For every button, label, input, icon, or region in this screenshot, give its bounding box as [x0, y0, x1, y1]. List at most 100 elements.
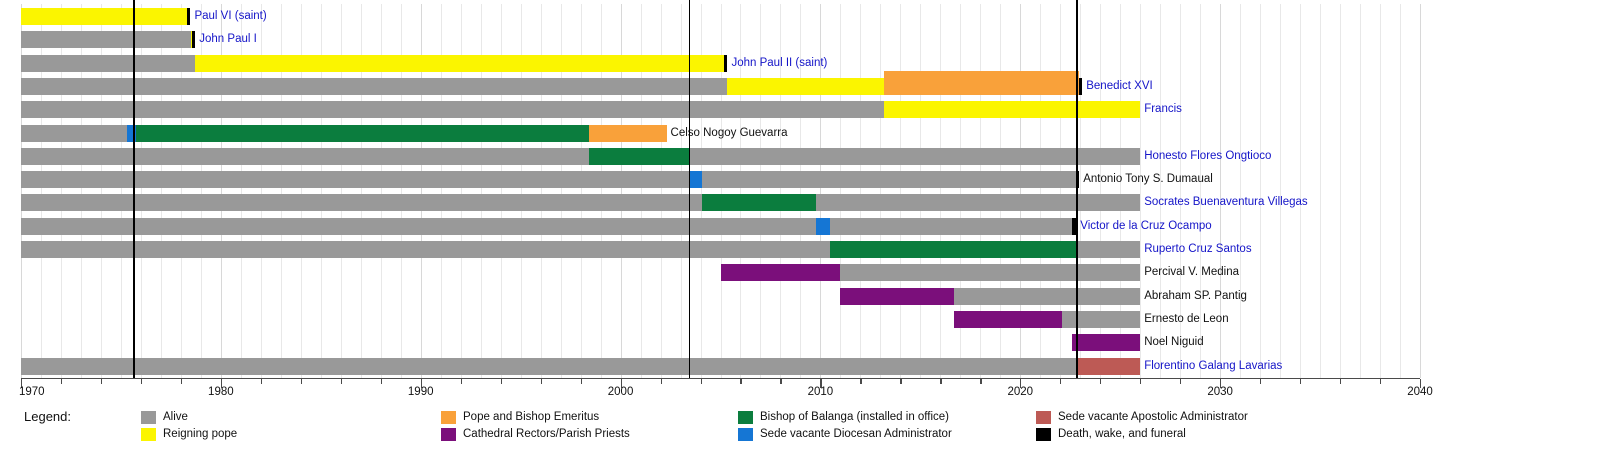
plot-area: Paul VI (saint) John Paul I John Paul II (… [21, 0, 1421, 378]
bar-segment-death-wake-funeral [187, 8, 191, 25]
gridline [40, 4, 42, 378]
axis-tick [540, 379, 542, 384]
bar-segment-alive [816, 194, 1141, 212]
bar-segment-alive [21, 241, 831, 258]
legend-label: Bishop of Balanga (installed in office) [760, 411, 950, 423]
legend-label: Reigning pope [163, 428, 238, 440]
gridline [300, 4, 302, 378]
gridline [1080, 4, 1082, 378]
row-label[interactable]: Honesto Flores Ongtioco [1144, 149, 1272, 162]
axis-tick-label: 1990 [407, 386, 434, 398]
gridline [580, 4, 582, 378]
bar-segment-death-wake-funeral [1072, 217, 1077, 235]
bar-segment-reigning-pope [190, 31, 193, 49]
row-label[interactable]: Socrates Buenaventura Villegas [1144, 196, 1308, 209]
reference-line [132, 0, 135, 378]
row-label[interactable]: John Paul I [199, 33, 257, 46]
axis-tick [1220, 379, 1222, 388]
legend-label: Cathedral Rectors/Parish Priests [463, 428, 630, 440]
bar-segment-alive [21, 101, 885, 119]
gridline [640, 4, 642, 378]
bar-segment-alive [1062, 310, 1141, 328]
axis-tick [140, 379, 143, 384]
gridline [1040, 4, 1042, 378]
row-label[interactable]: Paul VI (saint) [194, 10, 267, 22]
bar-segment-cathedral-rectors [954, 310, 1063, 328]
gridline [60, 4, 62, 378]
axis-tick-label: 2040 [1407, 386, 1433, 398]
gridline [440, 4, 442, 378]
gridline [520, 4, 522, 378]
gridline [660, 4, 662, 378]
axis-line [21, 378, 1420, 380]
bar-segment-bishop-of-balanga [701, 194, 817, 212]
bar-segment-alive [21, 217, 817, 235]
bar-segment-cathedral-rectors [720, 264, 841, 282]
bar-segment-sede-vacante-apostolic [1076, 357, 1141, 375]
gridline [1020, 4, 1022, 378]
axis-tick [620, 379, 622, 388]
axis-tick [380, 379, 382, 384]
row-label[interactable]: Florentino Galang Lavarias [1144, 359, 1283, 372]
gridline [80, 4, 82, 378]
gridline [1240, 4, 1242, 378]
axis-tick-label: 2000 [607, 386, 634, 398]
row-label[interactable]: Benedict XVI [1086, 79, 1153, 92]
bar-segment-alive [21, 357, 1077, 375]
bar-segment-pope-bishop-emeritus [884, 70, 1080, 95]
gridline [1060, 4, 1062, 378]
gridline [140, 4, 142, 378]
gridline [780, 4, 782, 378]
gridline [500, 4, 502, 378]
axis-tick [300, 379, 302, 384]
axis-tick [21, 379, 23, 388]
gridline [260, 4, 262, 378]
bar-segment-alive [21, 31, 191, 49]
legend-swatch-alive [141, 411, 156, 424]
bar-segment-alive [688, 147, 1141, 165]
bar-segment-death-wake-funeral [1079, 77, 1083, 95]
bar-segment-cathedral-rectors [1072, 334, 1141, 352]
gridline [800, 4, 802, 378]
axis-tick [220, 379, 223, 388]
legend-label: Sede vacante Diocesan Administrator [760, 428, 952, 440]
axis-tick [1300, 379, 1302, 384]
gridline [1160, 4, 1162, 378]
bar-segment-alive [21, 147, 589, 165]
legend-title: Legend: [24, 409, 71, 424]
legend-swatch-sede-vacante-apostolic [1036, 411, 1051, 424]
bar-segment-alive [954, 287, 1141, 305]
gridline [1200, 4, 1202, 378]
gridline [120, 4, 122, 378]
gridline [760, 4, 762, 378]
bar-segment-reigning-pope [21, 8, 188, 25]
axis-tick-label: 1980 [208, 386, 234, 398]
gridline [480, 4, 482, 378]
bar-segment-alive [21, 54, 195, 72]
row-label[interactable]: Ruperto Cruz Santos [1144, 243, 1252, 255]
row-label: Percival V. Medina [1144, 266, 1240, 279]
legend-label: Death, wake, and funeral [1058, 428, 1186, 440]
gridline [160, 4, 162, 378]
axis-tick [60, 379, 63, 384]
gridline [1100, 4, 1102, 378]
axis-tick [1340, 379, 1342, 384]
bar-segment-alive [21, 171, 689, 189]
axis-tick [740, 379, 742, 384]
legend-swatch-reigning-pope [141, 428, 156, 441]
axis-tick [1420, 379, 1422, 388]
axis-tick [460, 379, 462, 384]
gridline [240, 4, 242, 378]
gridline [1300, 4, 1302, 378]
gridline [280, 4, 282, 378]
gridline [540, 4, 542, 378]
row-label[interactable]: Francis [1144, 103, 1182, 116]
row-label: Celso Nogoy Guevarra [670, 126, 788, 139]
bar-segment-alive [840, 264, 1141, 282]
axis-tick [1060, 379, 1062, 384]
axis-tick [1180, 379, 1182, 384]
row-label[interactable]: Victor de la Cruz Ocampo [1080, 219, 1212, 232]
row-label[interactable]: John Paul II (saint) [731, 56, 828, 69]
bar-segment-alive [701, 171, 1077, 189]
